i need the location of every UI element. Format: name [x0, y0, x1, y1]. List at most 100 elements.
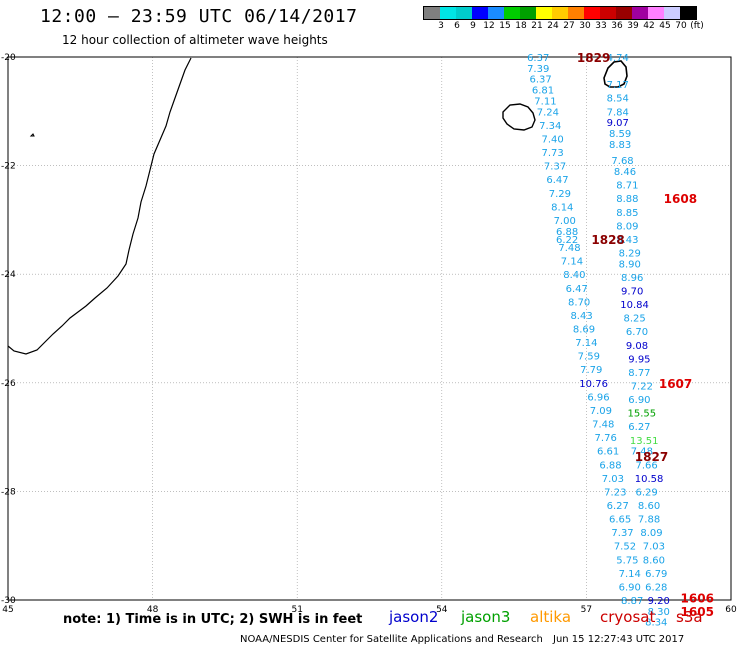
- pass-time-label: 1829: [577, 51, 610, 65]
- swh-value-label: 8.69: [573, 325, 595, 336]
- swh-value-label: 7.48: [558, 243, 580, 254]
- colorbar-label: 9: [470, 21, 476, 31]
- colorbar-label: 24: [547, 21, 559, 31]
- lat-tick-label: -28: [1, 487, 16, 497]
- swh-value-label: 6.29: [636, 487, 658, 498]
- swh-value-label: 6.37: [527, 53, 549, 64]
- swh-value-label: 7.52: [614, 542, 636, 553]
- colorbar-labels: 3 6 9 12 15 18 21 24 27 30 33 36 39 42 45 70 (ft): [423, 21, 740, 33]
- madagascar-coastline: [7, 57, 192, 355]
- swh-value-label: 13.51: [630, 436, 659, 447]
- credit-line: NOAA/NESDIS Center for Satellite Applica…: [240, 634, 543, 645]
- swh-value-label: 8.90: [619, 259, 641, 270]
- colorbar-swatch: [584, 7, 600, 19]
- swh-value-label: 9.20: [648, 596, 670, 607]
- swh-value-label: 8.43: [616, 235, 638, 246]
- swh-value-label: 7.14: [619, 569, 641, 580]
- colorbar-label: 3: [438, 21, 444, 31]
- swh-value-label: 7.84: [607, 107, 629, 118]
- swh-value-label: 6.65: [609, 515, 631, 526]
- lat-tick-label: -20: [1, 53, 16, 63]
- colorbar-swatch: [440, 7, 456, 19]
- swh-value-label: 7.11: [534, 96, 556, 107]
- swh-value-label: 9.95: [628, 354, 650, 365]
- colorbar-swatch: [472, 7, 488, 19]
- swh-value-label: 6.88: [556, 227, 578, 238]
- swh-value-label: 7.40: [542, 134, 564, 145]
- swh-value-label: 7.17: [607, 80, 629, 91]
- swh-value-label: 8.54: [607, 94, 629, 105]
- lon-tick-label: 48: [147, 605, 159, 615]
- swh-value-label: 6.70: [626, 327, 648, 338]
- lon-tick-label: 45: [2, 605, 13, 615]
- swh-value-label: 7.22: [631, 382, 653, 393]
- colorbar-label: 6: [454, 21, 460, 31]
- swh-value-label: 10.84: [620, 300, 649, 311]
- swh-value-label: 7.68: [611, 156, 633, 167]
- colorbar-label: 12: [483, 21, 495, 31]
- chart-title: 12:00 – 23:59 UTC 06/14/2017: [40, 6, 358, 27]
- colorbar-swatches: [423, 6, 697, 20]
- swh-value-label: 7.23: [604, 487, 626, 498]
- legend-altika: altika: [530, 608, 572, 626]
- swh-value-label: 8.77: [628, 368, 650, 379]
- swh-value-label: 7.39: [527, 64, 549, 75]
- colorbar-swatch: [568, 7, 584, 19]
- colorbar-swatch: [632, 7, 648, 19]
- swh-value-label: 8.29: [619, 248, 641, 259]
- swh-value-label: 4.74: [607, 53, 629, 64]
- swh-value-label: 8.30: [648, 607, 670, 618]
- legend-jason3: jason3: [461, 608, 511, 626]
- swh-value-label: 6.47: [566, 284, 588, 295]
- swh-value-label: 10.76: [579, 379, 608, 390]
- swh-value-label: 6.81: [532, 86, 554, 97]
- swh-value-label: 7.29: [549, 189, 571, 200]
- axis-labels: 45 48 51 54 57 60 -20 -22 -24 -26 -28 -30: [1, 53, 737, 615]
- swh-value-label: 7.03: [602, 474, 624, 485]
- swh-value-label: 6.37: [529, 75, 551, 86]
- swh-value-label: 9.07: [607, 118, 629, 129]
- colorbar-swatch: [600, 7, 616, 19]
- colorbar-label: 36: [611, 21, 623, 31]
- legend-cryosat: cryosat: [600, 608, 656, 626]
- colorbar-swatch: [680, 7, 696, 19]
- pass-time-label: 1607: [659, 377, 692, 391]
- swh-value-label: 8.25: [623, 314, 645, 325]
- colorbar-swatch: [648, 7, 664, 19]
- swh-value-label: 9.70: [621, 286, 643, 297]
- colorbar-label: 39: [627, 21, 639, 31]
- pass-time-label: 1605: [681, 605, 714, 619]
- altimeter-track-west: 6.377.396.376.817.117.247.347.407.737.37…: [527, 53, 643, 607]
- swh-value-label: 8.34: [645, 618, 667, 629]
- colorbar-swatch: [536, 7, 552, 19]
- lat-tick-label: -24: [1, 270, 16, 280]
- lon-tick-label: 57: [581, 605, 592, 615]
- swh-value-label: 5.75: [616, 555, 638, 566]
- swh-value-label: 6.28: [645, 582, 667, 593]
- swh-value-label: 8.60: [643, 555, 665, 566]
- footer-note: note: 1) Time is in UTC; 2) SWH is in fe…: [63, 612, 363, 627]
- swh-value-label: 7.34: [539, 121, 561, 132]
- colorbar-label: 33: [595, 21, 607, 31]
- swh-value-label: 7.79: [580, 365, 602, 376]
- swh-value-label: 7.00: [554, 216, 576, 227]
- swh-value-label: 7.03: [643, 542, 665, 553]
- generated-timestamp: Jun 15 12:27:43 UTC 2017: [553, 634, 685, 645]
- map-frame: [7, 56, 732, 601]
- colorbar-label: (ft): [690, 21, 704, 31]
- colorbar-swatch: [616, 7, 632, 19]
- colorbar-label: 18: [515, 21, 527, 31]
- lon-tick-label: 51: [291, 605, 302, 615]
- swh-value-label: 6.90: [619, 582, 641, 593]
- colorbar-label: 21: [531, 21, 543, 31]
- islet-shape: [29, 133, 35, 137]
- swh-value-label: 6.79: [645, 569, 667, 580]
- swh-value-label: 8.14: [551, 202, 573, 213]
- swh-value-label: 6.27: [607, 501, 629, 512]
- swh-value-label: 10.58: [635, 474, 664, 485]
- swh-value-label: 7.24: [537, 107, 559, 118]
- swh-value-label: 8.83: [609, 140, 631, 151]
- swh-value-label: 6.22: [556, 235, 578, 246]
- pass-time-label: 1606: [681, 591, 714, 605]
